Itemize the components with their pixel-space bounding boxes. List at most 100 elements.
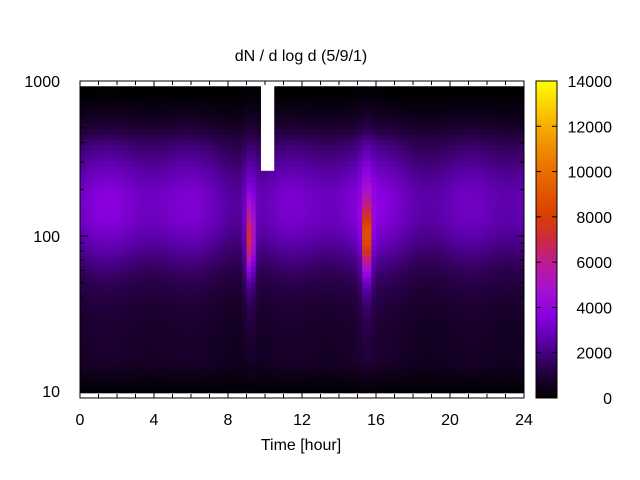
heatmap-cell xyxy=(135,260,141,267)
heatmap-cell xyxy=(413,255,419,262)
heatmap-cell xyxy=(200,102,206,109)
heatmap-cell xyxy=(399,191,405,198)
heatmap-cell xyxy=(380,329,386,336)
heatmap-cell xyxy=(80,276,86,283)
heatmap-cell xyxy=(348,334,354,341)
heatmap-cell xyxy=(389,207,396,214)
heatmap-cell xyxy=(450,160,456,167)
heatmap-cell xyxy=(422,265,428,272)
heatmap-cell xyxy=(209,281,215,288)
heatmap-cell xyxy=(315,361,322,367)
heatmap-cell xyxy=(269,244,275,251)
heatmap-cell xyxy=(320,117,326,124)
heatmap-cell xyxy=(181,218,187,225)
heatmap-cell xyxy=(357,324,363,330)
heatmap-cell xyxy=(195,366,201,373)
heatmap-cell xyxy=(167,107,174,114)
heatmap-cell xyxy=(237,345,243,352)
heatmap-cell xyxy=(135,334,141,341)
heatmap-cell xyxy=(454,334,460,341)
heatmap-cell xyxy=(325,218,331,225)
heatmap-cell xyxy=(278,128,285,135)
heatmap-cell xyxy=(278,329,285,336)
heatmap-cell xyxy=(477,123,483,130)
heatmap-cell xyxy=(292,366,298,373)
heatmap-cell xyxy=(463,345,470,352)
heatmap-cell xyxy=(380,154,386,161)
heatmap-cell xyxy=(325,86,331,93)
heatmap-cell xyxy=(292,244,298,251)
heatmap-cell xyxy=(278,154,285,161)
heatmap-cell xyxy=(320,123,326,130)
heatmap-cell xyxy=(426,202,433,209)
heatmap-cell xyxy=(297,133,303,140)
heatmap-cell xyxy=(144,228,150,235)
heatmap-cell xyxy=(325,207,331,214)
heatmap-cell xyxy=(260,197,266,204)
heatmap-cell xyxy=(241,345,248,352)
heatmap-cell xyxy=(186,318,192,325)
heatmap-cell xyxy=(84,271,90,278)
heatmap-cell xyxy=(144,387,150,394)
heatmap-cell xyxy=(463,223,470,230)
heatmap-cell xyxy=(149,234,155,241)
heatmap-cell xyxy=(265,366,271,373)
heatmap-cell xyxy=(241,250,248,256)
heatmap-cell xyxy=(144,350,150,357)
heatmap-cell xyxy=(385,160,391,167)
heatmap-cell xyxy=(431,371,437,378)
heatmap-cell xyxy=(436,281,442,288)
heatmap-cell xyxy=(334,197,340,204)
heatmap-cell xyxy=(158,149,164,156)
heatmap-cell xyxy=(260,287,266,293)
heatmap-cell xyxy=(292,191,298,198)
heatmap-cell xyxy=(348,287,354,293)
heatmap-cell xyxy=(413,91,419,98)
heatmap-cell xyxy=(468,102,474,109)
heatmap-cell xyxy=(186,339,192,346)
heatmap-cell xyxy=(463,387,470,394)
heatmap-cell xyxy=(417,86,423,93)
heatmap-cell xyxy=(265,302,271,309)
heatmap-cell xyxy=(426,265,433,272)
heatmap-cell xyxy=(403,239,409,246)
heatmap-cell xyxy=(315,345,322,352)
heatmap-cell xyxy=(112,144,118,151)
heatmap-cell xyxy=(339,265,345,272)
heatmap-cell xyxy=(251,191,257,198)
heatmap-cell xyxy=(241,149,248,156)
heatmap-cell xyxy=(343,339,349,346)
heatmap-cell xyxy=(297,250,303,256)
heatmap-cell xyxy=(246,308,252,315)
heatmap-cell xyxy=(255,281,261,288)
heatmap-cell xyxy=(468,271,474,278)
heatmap-cell xyxy=(417,324,423,330)
heatmap-cell xyxy=(320,202,326,209)
heatmap-cell xyxy=(403,255,409,262)
heatmap-cell xyxy=(463,139,470,145)
heatmap-cell xyxy=(431,102,437,109)
heatmap-cell xyxy=(468,228,474,235)
heatmap-cell xyxy=(445,302,451,309)
heatmap-cell xyxy=(413,96,419,103)
heatmap-cell xyxy=(149,213,155,219)
heatmap-cell xyxy=(237,223,243,230)
heatmap-cell xyxy=(84,334,90,341)
heatmap-cell xyxy=(98,339,104,346)
heatmap-cell xyxy=(163,366,169,373)
heatmap-cell xyxy=(218,387,224,394)
heatmap-cell xyxy=(329,191,335,198)
heatmap-cell xyxy=(283,144,289,151)
heatmap-cell xyxy=(251,265,257,272)
heatmap-cell xyxy=(107,361,113,367)
heatmap-cell xyxy=(463,292,470,299)
heatmap-cell xyxy=(302,149,308,156)
heatmap-cell xyxy=(436,107,442,114)
heatmap-cell xyxy=(343,287,349,293)
heatmap-cell xyxy=(399,181,405,188)
heatmap-cell xyxy=(417,91,423,98)
heatmap-cell xyxy=(366,112,372,119)
heatmap-cell xyxy=(149,228,155,235)
heatmap-cell xyxy=(357,202,363,209)
heatmap-cell xyxy=(320,313,326,320)
